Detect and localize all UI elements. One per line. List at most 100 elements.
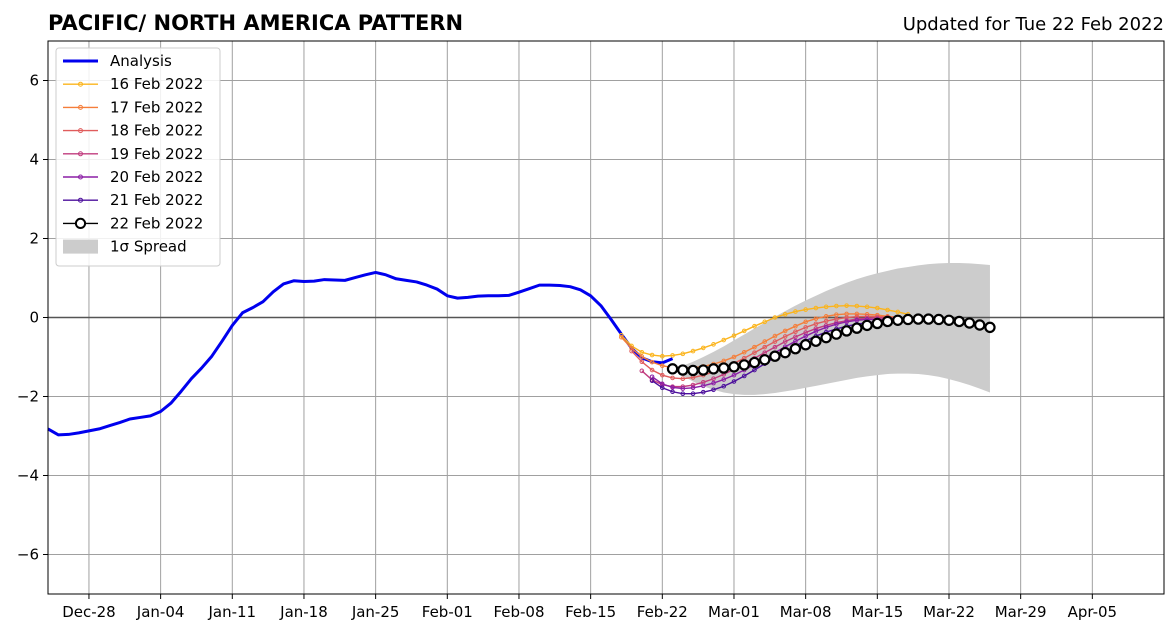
y-tick-label: 0 [29, 309, 39, 327]
forecast-point [721, 337, 727, 343]
forecast-point [687, 364, 699, 377]
forecast-point [731, 333, 737, 338]
forecast-point [752, 350, 757, 355]
x-tick-label: Mar-01 [708, 603, 760, 621]
forecast-point [803, 319, 808, 325]
forecast-point [844, 319, 849, 325]
forecast-point [820, 331, 832, 344]
forecast-point [711, 380, 716, 386]
forecast-point [690, 391, 696, 397]
forecast-point [711, 376, 716, 382]
forecast-point [639, 354, 645, 359]
forecast-point [803, 333, 808, 339]
forecast-point [741, 328, 747, 334]
forecast-point [758, 354, 771, 366]
legend-label: 18 Feb 2022 [110, 122, 203, 140]
forecast-point [680, 386, 686, 391]
x-tick-label: Mar-15 [851, 603, 903, 621]
y-tick-label: 6 [29, 72, 39, 90]
forecast-point [984, 321, 996, 334]
forecast-point [813, 321, 819, 327]
forecast-point [619, 332, 624, 338]
forecast-point [738, 359, 750, 371]
forecast-point [813, 326, 819, 331]
forecast-point [711, 387, 716, 393]
legend-marker [78, 81, 83, 87]
forecast-point [782, 339, 788, 344]
forecast-point [731, 372, 737, 378]
forecast-point [649, 352, 655, 358]
forecast-point [799, 339, 812, 351]
forecast-point [741, 373, 747, 379]
x-tick-label: Jan-11 [207, 603, 256, 621]
legend-label: 19 Feb 2022 [110, 145, 203, 163]
forecast-point [649, 359, 655, 365]
forecast-point [895, 309, 901, 315]
forecast-point [864, 304, 870, 310]
forecast-point [639, 359, 645, 365]
forecast-point [840, 325, 853, 337]
ticks-layer: Dec-28 Jan-04 Jan-11 Jan-18 Jan-25 Feb-01 Feb-… [17, 72, 1117, 622]
legend-label: Analysis [110, 52, 172, 70]
forecast-point [721, 383, 727, 389]
forecast-point [953, 315, 965, 328]
forecast-point [793, 334, 798, 340]
x-tick-label: Mar-08 [780, 603, 832, 621]
forecast-point [748, 356, 761, 369]
forecast-point [700, 383, 706, 389]
forecast-point [670, 353, 675, 358]
forecast-point [762, 339, 767, 344]
forecast-point [677, 364, 689, 376]
x-tick-label: Mar-22 [923, 603, 975, 621]
forecast-point [813, 305, 819, 311]
legend-label: 21 Feb 2022 [110, 191, 203, 209]
legend-label: 22 Feb 2022 [110, 214, 203, 232]
forecast-point [861, 319, 873, 332]
forecast-point [844, 303, 849, 308]
forecast-point [885, 307, 890, 313]
forecast-point [823, 314, 829, 319]
legend-label: 20 Feb 2022 [110, 168, 203, 186]
legend-label: 16 Feb 2022 [110, 75, 203, 93]
forecast-point [670, 389, 675, 395]
forecast-point [943, 314, 955, 326]
forecast-point [690, 348, 696, 354]
forecast-point [660, 353, 665, 359]
legend-marker [78, 104, 83, 110]
series-layer [47, 270, 996, 437]
legend-box [55, 47, 221, 267]
legend-swatch [63, 239, 98, 254]
forecast-point [718, 362, 730, 374]
forecast-point [769, 350, 781, 362]
forecast-point [752, 367, 757, 373]
forecast-point [666, 363, 679, 375]
forecast-point [922, 313, 935, 325]
forecast-point [810, 335, 822, 347]
forecast-point [851, 322, 863, 334]
x-tick-label: Feb-08 [493, 603, 544, 621]
forecast-point [813, 316, 819, 321]
y-tick-label: −4 [17, 467, 39, 485]
forecast-point [690, 382, 696, 388]
forecast-point [629, 348, 634, 354]
forecast-point [690, 385, 696, 391]
forecast-point [660, 372, 665, 378]
forecast-point [660, 363, 665, 368]
legend-marker [78, 174, 83, 180]
forecast-point [892, 314, 904, 326]
y-tick-label: 4 [29, 151, 39, 169]
forecast-line [641, 317, 909, 388]
forecast-point [823, 318, 829, 324]
forecast-point [752, 323, 757, 329]
forecast-point [834, 303, 839, 309]
forecast-point [762, 319, 767, 325]
legend-marker [78, 197, 83, 203]
spread-band [672, 262, 990, 395]
y-tick-label: 2 [29, 230, 39, 248]
forecast-point [912, 313, 924, 325]
forecast-point [741, 349, 747, 355]
forecast-point [782, 312, 788, 317]
forecast-point [711, 342, 716, 347]
x-tick-label: Jan-25 [351, 603, 400, 621]
